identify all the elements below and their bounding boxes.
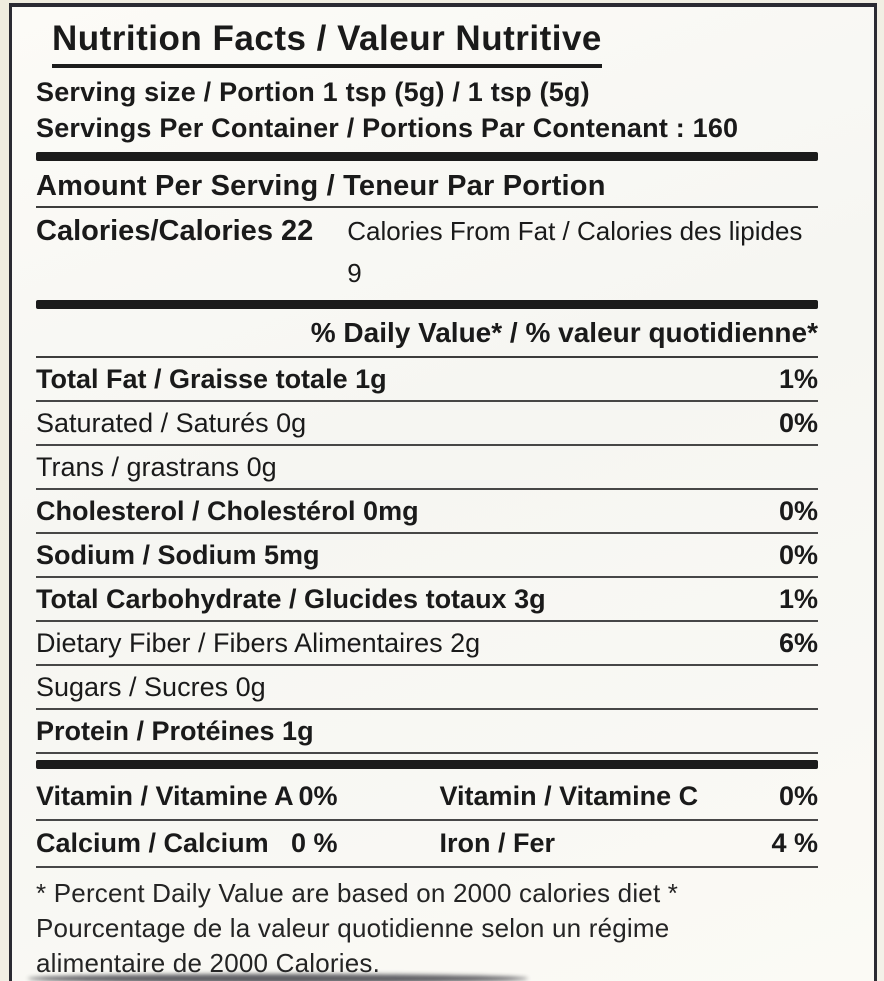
thick-divider [36, 300, 818, 309]
thin-divider [36, 356, 818, 358]
footnote-line: * Percent Daily Value are based on 2000 … [36, 878, 679, 908]
nutrient-row-cholesterol: Cholesterol / Cholestérol 0mg 0% [36, 490, 818, 534]
nutrient-row-total-fat: Total Fat / Graisse totale 1g 1% [36, 358, 818, 402]
micronutrient-calcium: Calcium / Calcium 0 % [36, 821, 404, 866]
calories-label-and-value: Calories/Calories 22 [36, 210, 313, 252]
nutrient-daily-value: 1% [778, 583, 818, 614]
micronutrient-name: Calcium / Calcium [36, 828, 269, 858]
nutrient-daily-value: 1% [778, 363, 818, 394]
nutrient-name: Total Carbohydrate / Glucides totaux 3g [36, 583, 546, 614]
thick-divider [36, 152, 818, 161]
micronutrient-name: Vitamin / Vitamine A [36, 781, 294, 811]
label-title: Nutrition Facts / Valeur Nutritive [52, 17, 602, 68]
nutrient-name: Cholesterol / Cholestérol 0mg [36, 495, 419, 526]
nutrient-name: Total Fat / Graisse totale 1g [36, 363, 387, 394]
nutrient-row-protein: Protein / Protéines 1g [36, 710, 818, 754]
thin-divider [36, 819, 818, 821]
nutrient-name: Sugars / Sucres 0g [36, 671, 266, 702]
micronutrient-value: 4 % [771, 828, 818, 858]
nutrient-name: Trans / grastrans 0g [36, 451, 277, 482]
photo-edge-shadow [28, 974, 528, 981]
nutrient-daily-value: 0% [778, 539, 818, 570]
nutrient-row-dietary-fiber: Dietary Fiber / Fibers Alimentaires 2g 6… [36, 622, 818, 666]
nutrient-daily-value: 0% [778, 495, 818, 526]
micronutrient-value: 0% [298, 781, 338, 811]
calories-value: 22 [281, 215, 314, 247]
amount-per-serving-heading: Amount Per Serving / Teneur Par Portion [36, 170, 606, 202]
nutrient-row-sugars: Sugars / Sucres 0g [36, 666, 818, 710]
daily-value-footnote: * Percent Daily Value are based on 2000 … [36, 876, 818, 981]
micronutrient-value: 0% [778, 781, 818, 811]
nutrient-row-saturated: Saturated / Saturés 0g 0% [36, 402, 818, 446]
nutrient-row-trans: Trans / grastrans 0g [36, 446, 818, 490]
micronutrient-grid: Vitamin / Vitamine A 0% Vitamin / Vitami… [36, 774, 818, 868]
footnote-line: alimentaire de 2000 Calories. [36, 948, 380, 978]
calories-from-fat: Calories From Fat / Calories des lipides… [347, 216, 803, 288]
micronutrient-value: 0 % [291, 828, 338, 858]
nutrient-name: Protein / Protéines 1g [36, 715, 314, 746]
thick-divider [36, 760, 818, 769]
micronutrient-iron: Iron / Fer 4 % [404, 821, 818, 866]
nutrient-daily-value: 6% [778, 627, 818, 658]
servings-per-container-line: Servings Per Container / Portions Par Co… [36, 113, 739, 143]
label-frame: Nutrition Facts / Valeur Nutritive Servi… [9, 3, 877, 981]
micronutrient-name: Vitamin / Vitamine C [439, 781, 699, 811]
daily-value-header: % Daily Value* / % valeur quotidienne* [310, 317, 818, 348]
micronutrient-vitamin-a: Vitamin / Vitamine A 0% [36, 774, 404, 819]
micronutrient-name: Iron / Fer [439, 828, 556, 858]
nutrient-name: Saturated / Saturés 0g [36, 407, 307, 438]
footnote-line: Pourcentage de la valeur quotidienne sel… [36, 913, 670, 943]
calories-label: Calories/Calories [36, 215, 273, 247]
micronutrient-vitamin-c: Vitamin / Vitamine C 0% [404, 774, 818, 819]
thin-divider [36, 866, 818, 868]
nutrient-daily-value: 0% [778, 407, 818, 438]
nutrient-row-sodium: Sodium / Sodium 5mg 0% [36, 534, 818, 578]
nutrient-name: Sodium / Sodium 5mg [36, 539, 320, 570]
nutrient-name: Dietary Fiber / Fibers Alimentaires 2g [36, 627, 481, 658]
calories-row: Calories/Calories 22 Calories From Fat /… [36, 210, 818, 294]
thin-divider [36, 206, 818, 208]
serving-size-line: Serving size / Portion 1 tsp (5g) / 1 ts… [36, 77, 590, 107]
nutrient-row-total-carbohydrate: Total Carbohydrate / Glucides totaux 3g … [36, 578, 818, 622]
